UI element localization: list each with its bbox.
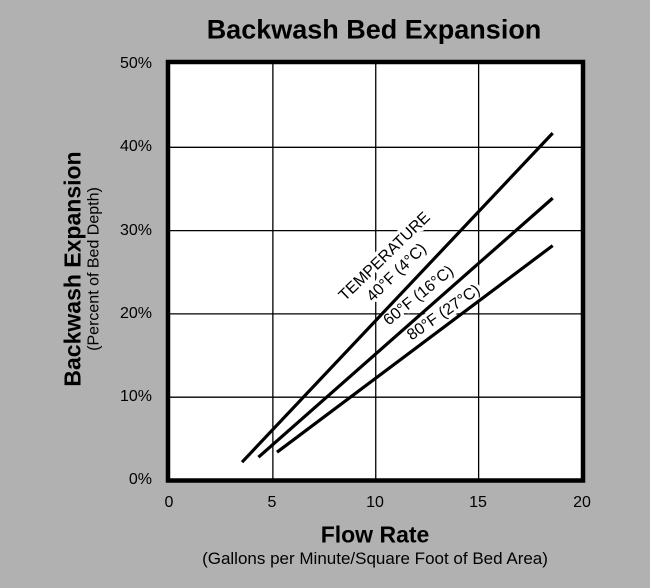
y-tick-40: 40%	[119, 138, 152, 155]
chart-title: Backwash Bed Expansion	[206, 14, 542, 45]
x-axis-label: Flow Rate	[320, 521, 430, 548]
x-tick-5: 5	[267, 494, 277, 511]
series-line-40f4c	[240, 132, 554, 464]
x-tick-0: 0	[164, 494, 174, 511]
y-tick-0: 0%	[128, 471, 152, 488]
y-tick-30: 30%	[119, 222, 152, 239]
y-tick-10: 10%	[119, 388, 152, 405]
y-tick-50: 50%	[119, 55, 152, 72]
series-line-60f16c	[257, 196, 554, 459]
x-tick-15: 15	[469, 494, 487, 511]
x-tick-10: 10	[366, 494, 384, 511]
x-tick-20: 20	[573, 494, 591, 511]
series-line-80f27c	[276, 244, 554, 454]
x-axis-sublabel: (Gallons per Minute/Square Foot of Bed A…	[202, 549, 548, 568]
y-tick-20: 20%	[119, 305, 152, 322]
